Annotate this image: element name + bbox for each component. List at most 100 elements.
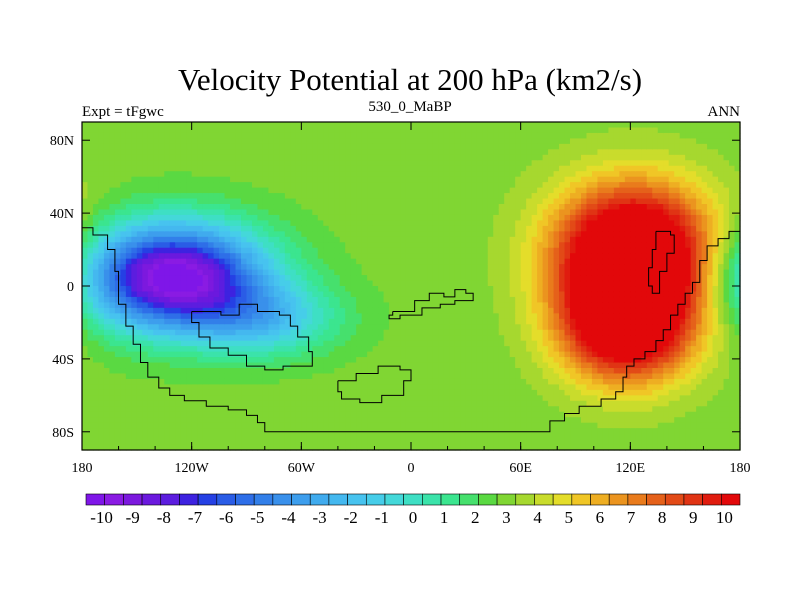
- field-cell: [208, 247, 215, 254]
- field-cell: [356, 182, 363, 189]
- field-cell: [405, 220, 412, 227]
- field-cell: [498, 291, 505, 298]
- field-cell: [389, 154, 396, 161]
- field-cell: [197, 193, 204, 200]
- field-cell: [454, 340, 461, 347]
- field-cell: [526, 346, 533, 353]
- field-cell: [120, 204, 127, 211]
- field-cell: [493, 400, 500, 407]
- field-cell: [416, 176, 423, 183]
- field-cell: [394, 247, 401, 254]
- field-cell: [498, 395, 505, 402]
- field-cell: [219, 373, 226, 380]
- field-cell: [186, 187, 193, 194]
- field-cell: [284, 132, 291, 139]
- field-cell: [411, 346, 418, 353]
- field-cell: [515, 406, 522, 413]
- field-cell: [367, 406, 374, 413]
- field-cell: [537, 165, 544, 172]
- field-cell: [82, 269, 89, 276]
- field-cell: [334, 132, 341, 139]
- field-cell: [312, 247, 319, 254]
- field-cell: [301, 214, 308, 221]
- field-cell: [421, 127, 429, 134]
- field-cell: [82, 231, 89, 238]
- field-cell: [191, 214, 198, 221]
- field-cell: [328, 247, 335, 254]
- field-cell: [526, 340, 533, 347]
- field-cell: [482, 264, 489, 271]
- field-cell: [136, 154, 143, 161]
- field-cell: [103, 253, 111, 260]
- field-cell: [224, 389, 231, 396]
- field-cell: [109, 351, 116, 358]
- field-cell: [487, 176, 494, 183]
- field-cell: [350, 236, 357, 243]
- field-cell: [262, 132, 270, 139]
- field-cell: [339, 433, 346, 440]
- field-cell: [191, 220, 198, 227]
- field-cell: [487, 340, 494, 347]
- field-cell: [438, 296, 445, 303]
- field-cell: [251, 187, 259, 194]
- field-cell: [92, 417, 100, 424]
- field-cell: [235, 422, 242, 429]
- field-cell: [197, 411, 204, 418]
- field-cell: [169, 406, 176, 413]
- field-cell: [350, 198, 357, 205]
- field-cell: [317, 296, 324, 303]
- field-cell: [224, 127, 231, 134]
- field-cell: [180, 247, 187, 254]
- field-cell: [454, 428, 461, 435]
- field-cell: [339, 444, 346, 451]
- field-cell: [257, 422, 264, 429]
- field-cell: [219, 400, 226, 407]
- field-cell: [323, 428, 330, 435]
- field-cell: [213, 384, 220, 391]
- field-cell: [498, 307, 505, 314]
- field-cell: [191, 286, 198, 293]
- field-cell: [367, 132, 374, 139]
- field-cell: [268, 373, 275, 380]
- field-cell: [416, 143, 423, 150]
- field-cell: [449, 378, 456, 385]
- field-cell: [186, 236, 193, 243]
- field-cell: [164, 335, 171, 342]
- field-cell: [136, 286, 143, 293]
- field-cell: [465, 439, 472, 446]
- field-cell: [389, 253, 396, 260]
- field-cell: [147, 378, 154, 385]
- field-cell: [421, 182, 429, 189]
- field-cell: [295, 198, 302, 205]
- field-cell: [87, 247, 94, 254]
- field-cell: [164, 400, 171, 407]
- field-cell: [531, 362, 538, 369]
- field-cell: [180, 209, 187, 216]
- field-cell: [230, 389, 237, 396]
- field-cell: [191, 269, 198, 276]
- field-cell: [372, 307, 379, 314]
- field-cell: [169, 138, 176, 145]
- field-cell: [186, 220, 193, 227]
- field-cell: [383, 439, 390, 446]
- field-cell: [482, 160, 489, 167]
- field-cell: [394, 422, 401, 429]
- field-cell: [284, 214, 291, 221]
- field-cell: [224, 176, 231, 183]
- field-cell: [230, 154, 237, 161]
- field-cell: [504, 362, 511, 369]
- field-cell: [103, 313, 111, 320]
- field-cell: [520, 400, 527, 407]
- field-cell: [202, 280, 209, 287]
- field-cell: [328, 400, 335, 407]
- field-cell: [531, 275, 538, 282]
- field-cell: [520, 351, 527, 358]
- field-cell: [394, 428, 401, 435]
- field-cell: [416, 286, 423, 293]
- field-cell: [301, 236, 308, 243]
- field-cell: [202, 214, 209, 221]
- field-cell: [273, 384, 280, 391]
- field-cell: [504, 439, 511, 446]
- field-cell: [416, 269, 423, 276]
- field-cell: [367, 171, 374, 178]
